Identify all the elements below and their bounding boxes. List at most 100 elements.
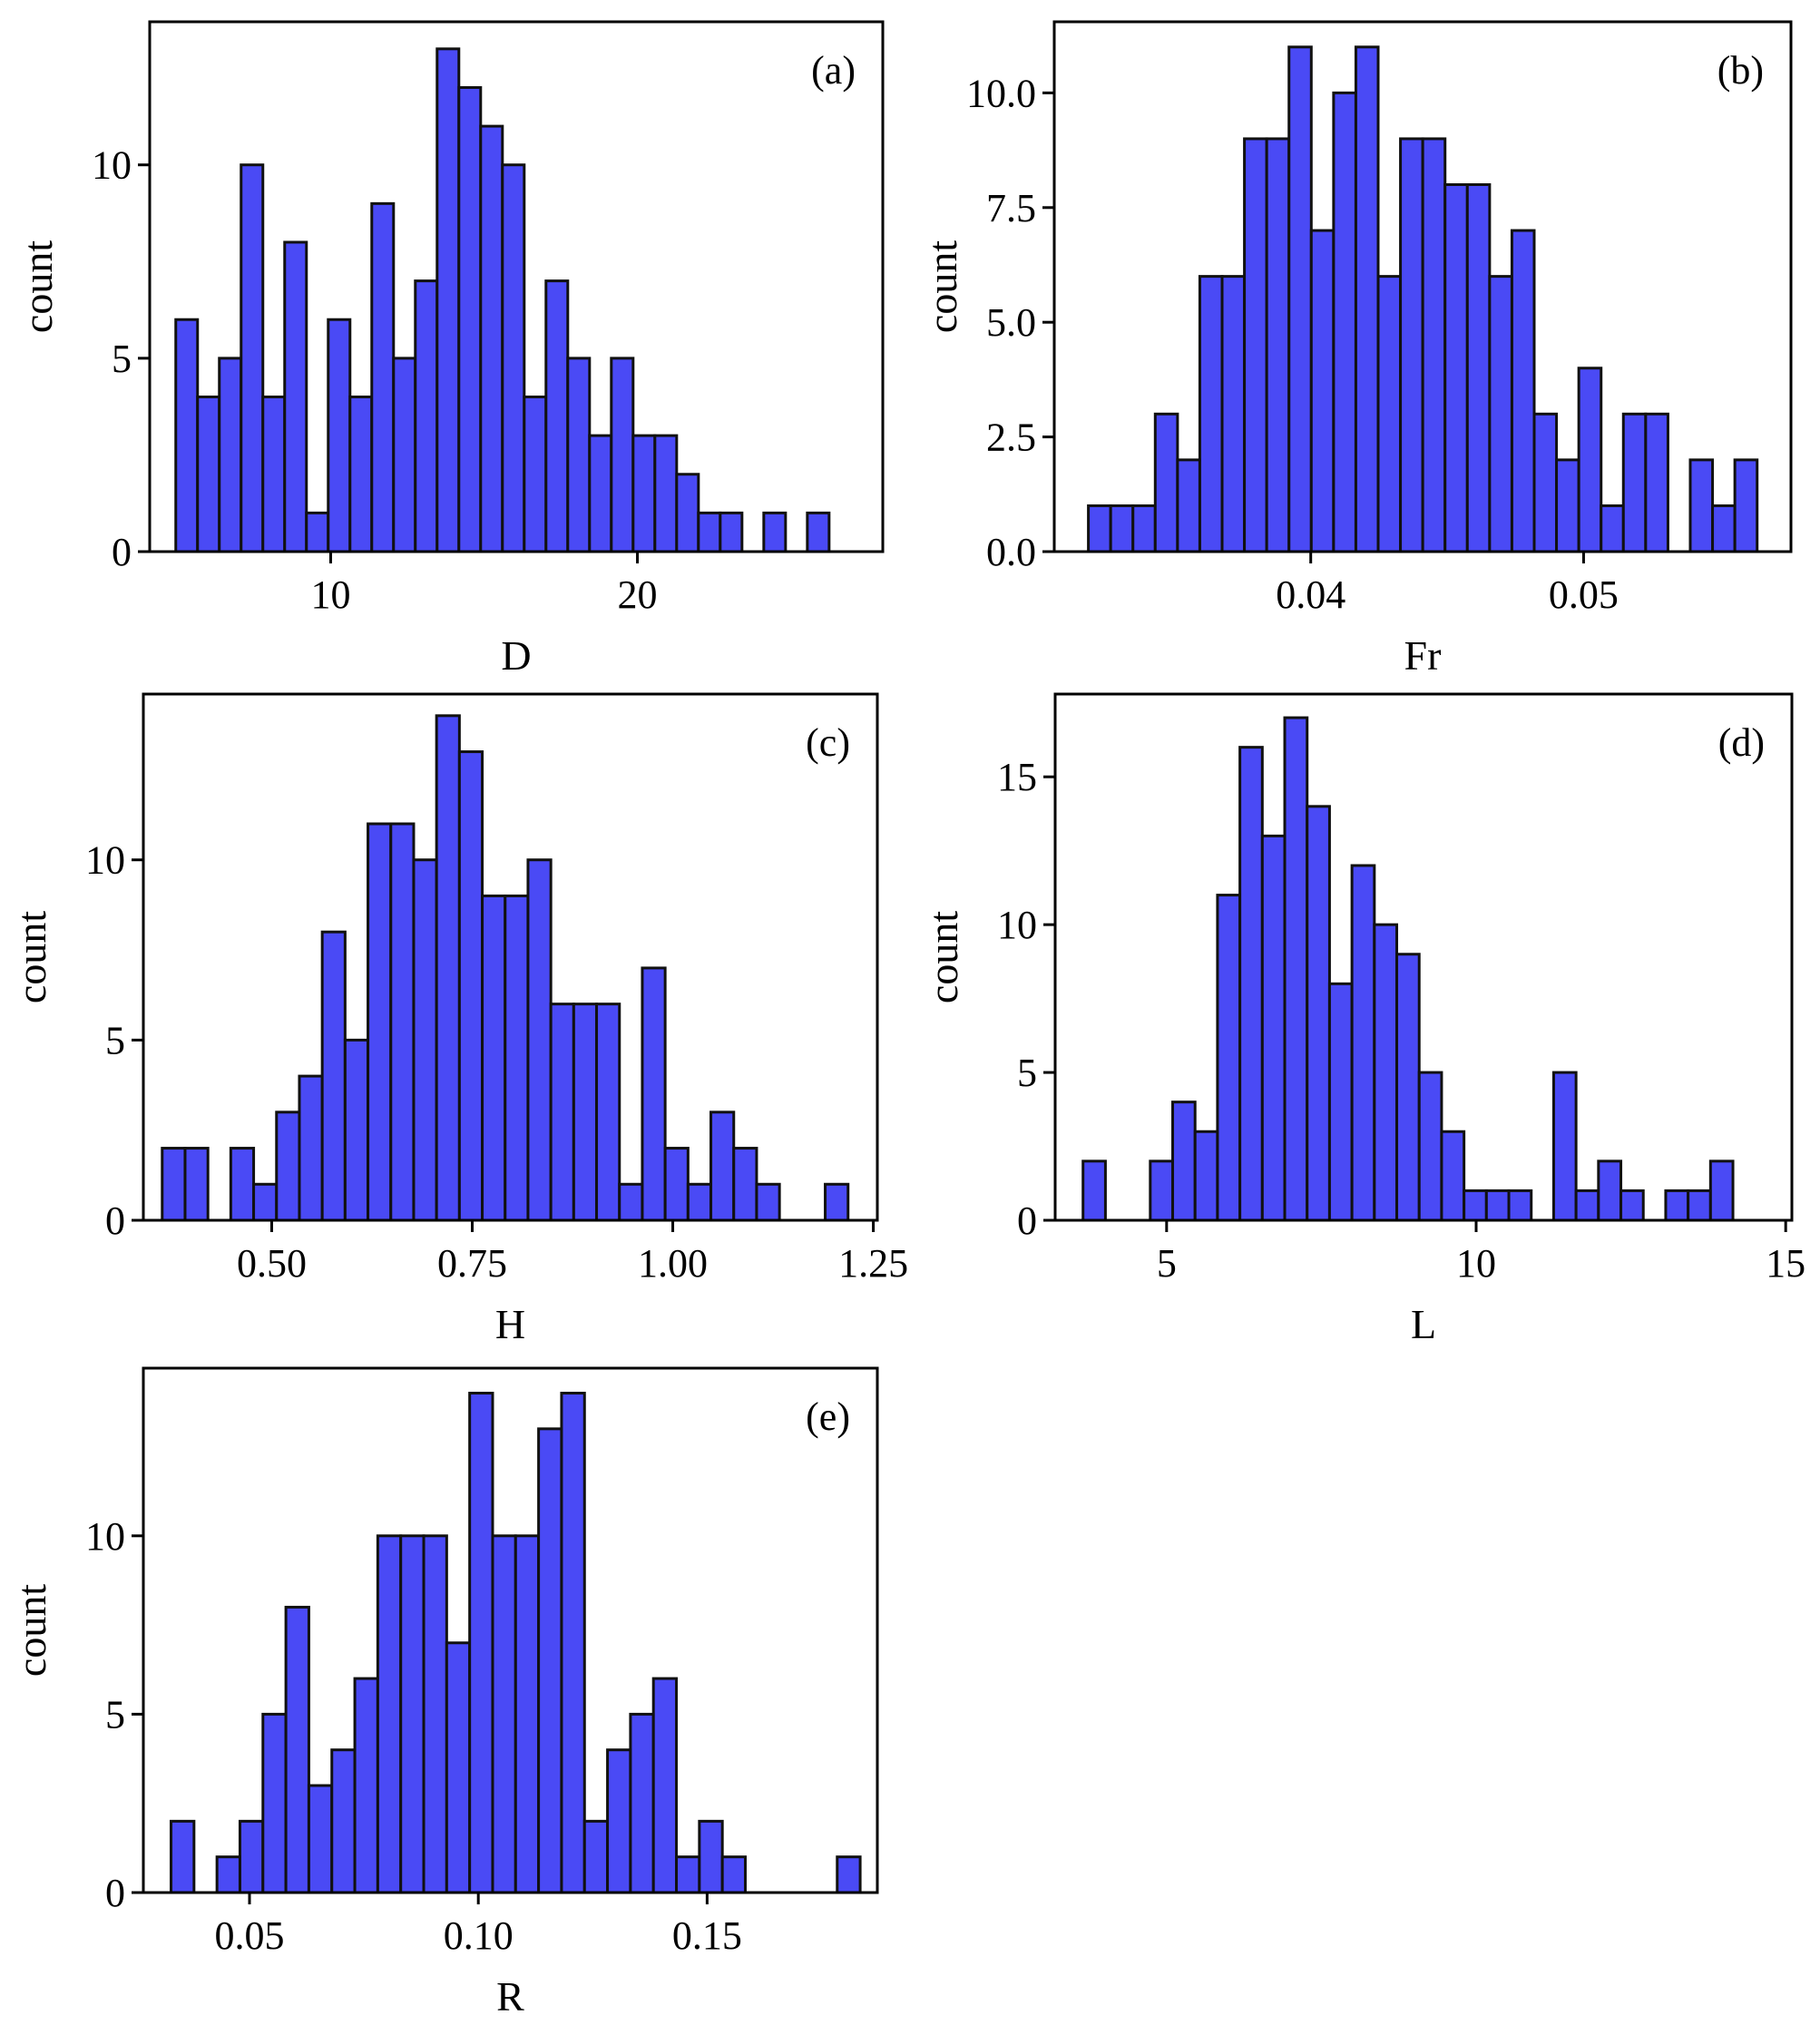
x-tick-label: 0.10 [444, 1913, 514, 1958]
y-tick-label: 2.5 [986, 416, 1036, 460]
histogram-bar [1421, 137, 1447, 553]
histogram-bar [537, 1427, 563, 1894]
histogram-bar [618, 1182, 644, 1222]
x-tick-label: 5 [1157, 1241, 1177, 1286]
x-tick-label: 0.05 [215, 1913, 285, 1958]
y-tick-label: 5 [1017, 1051, 1037, 1095]
histogram-bar [1216, 894, 1242, 1222]
x-tick-label: 0.15 [672, 1913, 742, 1958]
x-axis-label: D [501, 632, 531, 679]
histogram-bar [1198, 275, 1224, 553]
histogram-bar [238, 1819, 265, 1894]
histogram-bar [376, 1534, 403, 1894]
histogram-bar [631, 434, 657, 553]
y-tick-label: 5 [112, 337, 132, 381]
histogram-bar [1465, 182, 1492, 553]
histogram-bar [653, 434, 679, 553]
histogram-bar [252, 1182, 279, 1222]
histogram-bar [697, 511, 722, 553]
histogram-bar [1708, 1159, 1735, 1222]
histogram-bar [479, 124, 504, 553]
histogram-bar [675, 1855, 701, 1894]
axes-frame [1053, 692, 1794, 1222]
histogram-bar [353, 1677, 379, 1894]
histogram-bar [1619, 1189, 1645, 1222]
histogram-bar [755, 1182, 781, 1222]
histogram-bar [1532, 412, 1559, 553]
histogram-bar [1283, 716, 1309, 1222]
panel-label: (d) [1718, 720, 1765, 765]
histogram-bar [370, 201, 396, 553]
histogram-bar [572, 1003, 599, 1222]
x-tick-label: 10 [310, 572, 350, 617]
y-tick-label: 5 [105, 1018, 125, 1062]
histogram-bar [651, 1677, 679, 1894]
x-axis-label: Fr [1404, 632, 1442, 679]
histogram-bar [1332, 91, 1357, 553]
histogram-bar [1484, 1189, 1511, 1222]
histogram-bar [523, 395, 548, 553]
histogram-bar [504, 894, 530, 1222]
histogram-bar [709, 1110, 736, 1222]
y-tick-label: 10 [85, 1514, 125, 1559]
histogram-bar [183, 1147, 210, 1222]
x-tick-label: 0.50 [237, 1241, 307, 1286]
axes-frame [142, 692, 879, 1222]
histogram-bar [1131, 504, 1157, 553]
histogram-bar [174, 318, 200, 553]
histogram-bar [595, 1003, 621, 1222]
histogram-bar [261, 395, 287, 553]
histogram-bar [1555, 458, 1580, 553]
histogram-bar [582, 1819, 610, 1894]
x-axis-label: R [496, 1973, 524, 2020]
y-axis-label: count [15, 240, 61, 333]
histogram-bar [560, 1392, 586, 1894]
histogram-bar [1220, 275, 1247, 553]
histogram-bar [457, 750, 484, 1222]
y-tick-label: 5 [105, 1692, 125, 1737]
histogram-bar [468, 1392, 494, 1894]
histogram-bar [1463, 1189, 1488, 1222]
histogram-bar [298, 1074, 324, 1222]
histogram-bar [229, 1147, 256, 1222]
panel-label: (b) [1717, 48, 1764, 93]
histogram-bar [305, 511, 330, 553]
histogram-bar [526, 858, 553, 1222]
histogram-bar [1081, 1159, 1107, 1222]
histogram-bar [1309, 229, 1336, 553]
histogram-bar [399, 1534, 426, 1894]
histogram-bar [1711, 504, 1737, 553]
histogram-bar [1417, 1071, 1443, 1222]
histogram-bar [606, 1748, 632, 1894]
histogram-bar [641, 966, 667, 1222]
panel-label: (c) [806, 720, 850, 765]
histogram-bar [588, 434, 613, 553]
histogram-bar [330, 1748, 357, 1894]
histogram-bar [514, 1534, 541, 1894]
y-axis-label: count [920, 911, 966, 1003]
histogram-bar [1149, 1159, 1175, 1222]
x-tick-label: 1.25 [838, 1241, 908, 1286]
histogram-bar [566, 357, 592, 553]
histogram-bar [549, 1003, 575, 1222]
histogram-bar [1664, 1189, 1690, 1222]
histogram-bar [1597, 1159, 1623, 1222]
y-tick-label: 10 [92, 143, 132, 188]
histogram-bar [412, 858, 438, 1222]
x-tick-label: 1.00 [638, 1241, 708, 1286]
histogram-bar [1176, 458, 1201, 553]
histogram-bar [675, 473, 700, 553]
x-tick-label: 10 [1456, 1241, 1496, 1286]
histogram-bar [275, 1110, 301, 1222]
histogram-bar [284, 1605, 310, 1894]
y-tick-label: 10.0 [966, 71, 1036, 115]
histogram-bar [435, 47, 461, 553]
histogram-bar [215, 1855, 241, 1894]
histogram-bar [261, 1712, 288, 1894]
histogram-bar [663, 1147, 690, 1222]
histogram-bar [1238, 746, 1264, 1222]
x-axis-label: H [495, 1301, 525, 1347]
histogram-bar [1265, 137, 1291, 553]
histogram-bar [283, 240, 308, 553]
